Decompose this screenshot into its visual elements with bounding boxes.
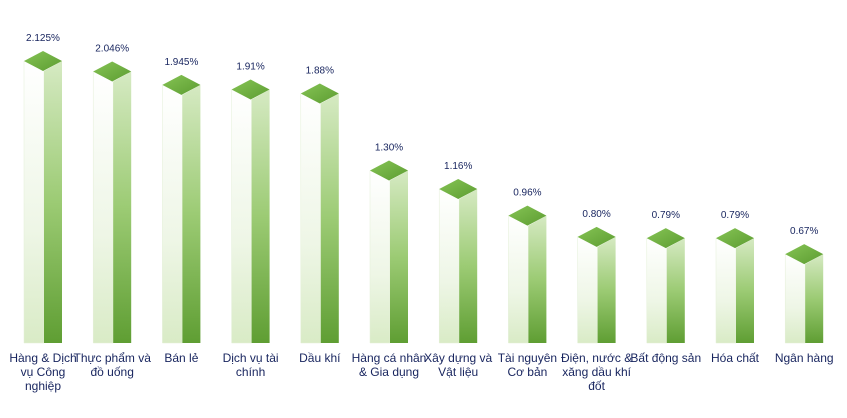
- bar-11: [784, 244, 824, 344]
- category-label-4: Dầu khí: [299, 351, 341, 365]
- category-label-11: Ngân hàng: [774, 351, 834, 365]
- bar-top-face: [508, 205, 547, 226]
- bar-front-face: [438, 188, 460, 344]
- bar-6: [438, 179, 478, 344]
- bar-9: [646, 228, 685, 344]
- bar-front-face: [92, 71, 114, 344]
- bar-front-face: [231, 89, 252, 344]
- bar-front-face: [784, 253, 806, 344]
- bar-10: [715, 228, 754, 344]
- category-label-6: Xây dựng và Vật liệu: [424, 351, 493, 379]
- bar-side-face: [113, 71, 132, 343]
- bar-side-face: [320, 93, 339, 343]
- data-label-9: 0.79%: [652, 210, 680, 221]
- bar-side-face: [44, 61, 62, 343]
- bar-side-face: [182, 84, 201, 344]
- data-label-3: 1.91%: [236, 62, 264, 73]
- bar-top-face: [93, 61, 132, 82]
- data-label-10: 0.79%: [721, 210, 749, 221]
- bar-top-face: [577, 226, 616, 247]
- data-label-2: 1.945%: [164, 57, 198, 68]
- category-label-1: Thực phẩm và đồ uống: [73, 351, 151, 379]
- bar-1: [92, 61, 132, 344]
- bar-top-face: [370, 160, 408, 181]
- bar-front-face: [23, 60, 45, 344]
- bar-top-face: [716, 228, 754, 249]
- bar-top-face: [300, 83, 339, 104]
- bar-top-face: [162, 74, 201, 95]
- bar-front-face: [369, 170, 391, 344]
- bar-top-face: [439, 179, 478, 200]
- bar-side-face: [459, 189, 478, 343]
- bar-side-face: [666, 238, 685, 343]
- bar-side-face: [251, 89, 270, 343]
- data-label-5: 1.30%: [375, 142, 403, 153]
- data-label-7: 0.96%: [513, 188, 541, 199]
- bar-front-face: [646, 237, 668, 344]
- bar-top-face: [646, 228, 685, 249]
- category-label-9: Bất động sản: [630, 351, 702, 365]
- category-label-10: Hóa chất: [710, 351, 760, 365]
- data-label-8: 0.80%: [582, 209, 610, 220]
- bar-top-face: [231, 79, 270, 100]
- data-label-6: 1.16%: [444, 161, 472, 172]
- bar-front-face: [508, 215, 529, 344]
- bar-side-face: [597, 236, 616, 343]
- category-label-0: Hàng & Dịch vụ Công nghiệp: [9, 351, 77, 393]
- bar-5: [369, 160, 408, 344]
- category-label-5: Hàng cá nhân & Gia dụng: [351, 351, 427, 379]
- category-label-8: Điện, nước & xăng dầu khí đốt: [560, 351, 633, 393]
- bar-front-face: [577, 236, 598, 344]
- bar-2: [162, 74, 201, 344]
- bar-side-face: [390, 170, 408, 343]
- bar-front-face: [300, 93, 322, 344]
- bar-side-face: [805, 254, 824, 343]
- bar-top-face: [785, 244, 824, 265]
- category-label-3: Dịch vụ tài chính: [222, 351, 279, 379]
- bar-8: [577, 226, 616, 344]
- bar-4: [300, 83, 339, 344]
- bar-front-face: [715, 237, 737, 344]
- category-label-7: Tài nguyên Cơ bản: [497, 351, 558, 379]
- data-label-11: 0.67%: [790, 226, 818, 237]
- bar-0: [23, 51, 62, 344]
- bar-7: [508, 205, 547, 344]
- category-label-2: Bán lẻ: [164, 351, 199, 365]
- bar-front-face: [162, 84, 183, 344]
- data-label-4: 1.88%: [306, 66, 334, 77]
- bar-side-face: [736, 238, 754, 343]
- bar-3: [231, 79, 270, 344]
- bar-side-face: [528, 215, 547, 343]
- data-label-1: 2.046%: [95, 43, 129, 54]
- data-label-0: 2.125%: [26, 33, 60, 44]
- bar-top-face: [24, 51, 62, 71]
